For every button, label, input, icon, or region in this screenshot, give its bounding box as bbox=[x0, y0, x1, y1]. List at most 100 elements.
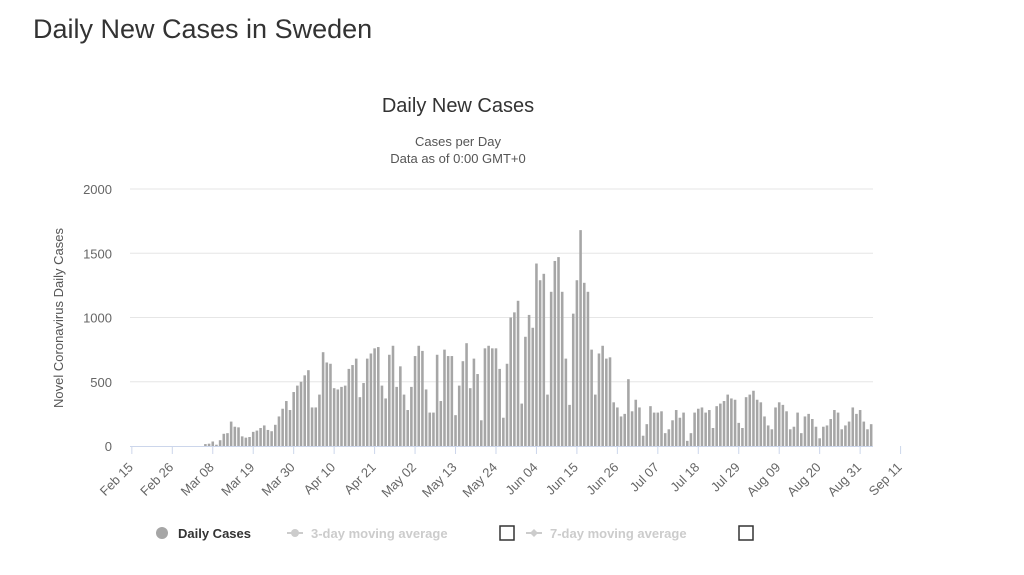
bar[interactable] bbox=[410, 386, 413, 446]
bar[interactable] bbox=[388, 354, 391, 446]
bar[interactable] bbox=[329, 363, 332, 446]
toggle-7day-checkbox[interactable] bbox=[738, 525, 754, 541]
bar[interactable] bbox=[266, 429, 270, 446]
bar[interactable] bbox=[619, 416, 623, 446]
bar[interactable] bbox=[568, 404, 571, 446]
bar[interactable] bbox=[711, 428, 715, 446]
bar[interactable] bbox=[748, 394, 752, 446]
bar[interactable] bbox=[251, 431, 255, 446]
bar[interactable] bbox=[288, 410, 292, 446]
bar[interactable] bbox=[479, 420, 483, 446]
bar[interactable] bbox=[656, 412, 660, 446]
bar[interactable] bbox=[641, 435, 645, 446]
bar[interactable] bbox=[799, 433, 803, 446]
bar[interactable] bbox=[571, 313, 575, 446]
bar[interactable] bbox=[822, 426, 825, 446]
bar[interactable] bbox=[365, 358, 369, 446]
bar[interactable] bbox=[318, 394, 321, 446]
bar[interactable] bbox=[630, 411, 634, 446]
bar[interactable] bbox=[579, 230, 582, 446]
bar[interactable] bbox=[715, 406, 718, 446]
bar[interactable] bbox=[351, 365, 354, 446]
bar[interactable] bbox=[667, 429, 671, 446]
bar[interactable] bbox=[347, 368, 351, 446]
bar[interactable] bbox=[229, 421, 233, 446]
bar[interactable] bbox=[851, 407, 855, 446]
bar[interactable] bbox=[623, 413, 627, 446]
bar[interactable] bbox=[755, 399, 759, 446]
bar[interactable] bbox=[671, 420, 674, 446]
bar[interactable] bbox=[652, 412, 656, 446]
bar[interactable] bbox=[538, 280, 542, 446]
bar[interactable] bbox=[752, 390, 755, 446]
bar[interactable] bbox=[785, 411, 788, 446]
bar[interactable] bbox=[218, 440, 222, 446]
bar[interactable] bbox=[546, 394, 549, 446]
bar[interactable] bbox=[645, 424, 649, 446]
bar[interactable] bbox=[869, 424, 873, 446]
bar[interactable] bbox=[744, 397, 748, 446]
legend-7day-average[interactable]: 7-day moving average bbox=[526, 526, 687, 541]
bar[interactable] bbox=[527, 314, 531, 446]
bar[interactable] bbox=[450, 356, 454, 446]
bar[interactable] bbox=[369, 353, 373, 446]
bar[interactable] bbox=[207, 443, 211, 446]
bar[interactable] bbox=[825, 425, 829, 446]
bar[interactable] bbox=[582, 282, 586, 446]
bar[interactable] bbox=[833, 410, 836, 446]
bar[interactable] bbox=[321, 352, 325, 446]
bar[interactable] bbox=[634, 399, 638, 446]
bar[interactable] bbox=[491, 348, 494, 446]
bar[interactable] bbox=[395, 386, 398, 446]
bar[interactable] bbox=[373, 348, 376, 446]
bar[interactable] bbox=[792, 426, 796, 446]
bar[interactable] bbox=[233, 426, 237, 446]
bar[interactable] bbox=[354, 358, 358, 446]
bar[interactable] bbox=[226, 433, 229, 446]
bar[interactable] bbox=[516, 300, 520, 446]
bar[interactable] bbox=[685, 440, 689, 446]
bar[interactable] bbox=[700, 407, 704, 446]
bar[interactable] bbox=[649, 406, 652, 446]
bar[interactable] bbox=[446, 356, 450, 446]
bar[interactable] bbox=[866, 429, 869, 446]
bar[interactable] bbox=[520, 403, 524, 446]
bar[interactable] bbox=[678, 417, 682, 446]
bar[interactable] bbox=[443, 349, 446, 446]
bar[interactable] bbox=[391, 345, 395, 446]
bar[interactable] bbox=[663, 433, 667, 446]
bar[interactable] bbox=[259, 428, 262, 446]
bar[interactable] bbox=[704, 412, 707, 446]
bar[interactable] bbox=[417, 345, 421, 446]
bar[interactable] bbox=[741, 428, 744, 446]
bar[interactable] bbox=[215, 444, 218, 446]
bar[interactable] bbox=[248, 437, 251, 446]
bar[interactable] bbox=[461, 361, 465, 446]
bar[interactable] bbox=[332, 388, 336, 446]
bar[interactable] bbox=[844, 425, 847, 446]
bar[interactable] bbox=[406, 410, 409, 446]
bar[interactable] bbox=[763, 416, 766, 446]
bar[interactable] bbox=[435, 354, 439, 446]
bar[interactable] bbox=[627, 379, 630, 446]
bar[interactable] bbox=[211, 441, 215, 446]
bar[interactable] bbox=[307, 370, 310, 446]
bar[interactable] bbox=[465, 343, 468, 446]
bar[interactable] bbox=[796, 412, 799, 446]
bar[interactable] bbox=[608, 357, 612, 446]
bar[interactable] bbox=[594, 394, 597, 446]
bar[interactable] bbox=[292, 392, 295, 446]
bar[interactable] bbox=[513, 312, 516, 446]
bar[interactable] bbox=[549, 291, 553, 446]
bar[interactable] bbox=[358, 397, 362, 446]
bar[interactable] bbox=[829, 419, 832, 446]
bar[interactable] bbox=[472, 358, 476, 446]
bar[interactable] bbox=[457, 385, 461, 446]
bar[interactable] bbox=[340, 386, 343, 446]
bar[interactable] bbox=[811, 419, 814, 446]
bar[interactable] bbox=[777, 402, 781, 446]
bar[interactable] bbox=[847, 421, 851, 446]
bar[interactable] bbox=[612, 402, 615, 446]
bar[interactable] bbox=[719, 403, 722, 446]
bar[interactable] bbox=[605, 358, 608, 446]
